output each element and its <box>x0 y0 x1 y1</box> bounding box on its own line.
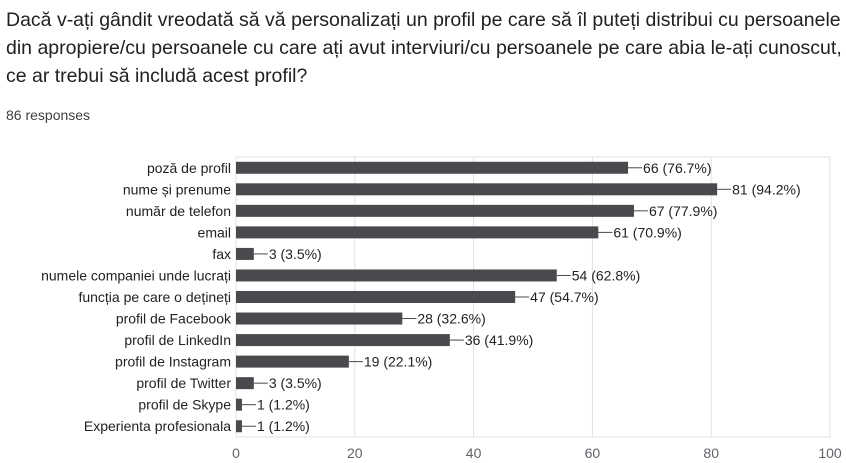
category-label: profil de Facebook <box>116 311 232 327</box>
bar <box>236 291 516 303</box>
x-tick-label: 100 <box>818 445 842 461</box>
data-label: 67 (77.9%) <box>649 203 717 219</box>
data-label: 81 (94.2%) <box>732 181 800 197</box>
category-label: profil de Twitter <box>136 375 231 391</box>
x-tick-label: 80 <box>703 445 719 461</box>
bar <box>236 183 718 196</box>
bar <box>236 312 403 325</box>
data-label: 47 (54.7%) <box>530 289 598 305</box>
x-tick-label: 0 <box>232 445 240 461</box>
x-tick-label: 20 <box>347 445 363 461</box>
category-label: profil de Skype <box>138 397 231 413</box>
bar <box>236 334 450 347</box>
x-tick-label: 60 <box>585 445 601 461</box>
question-title: Dacă v-ați gândit vreodată să vă persona… <box>6 9 842 87</box>
category-label: poză de profil <box>147 160 231 176</box>
response-count: 86 responses <box>6 107 91 123</box>
category-label: email <box>198 224 231 240</box>
category-label: profil de Instagram <box>115 354 231 370</box>
bar <box>236 355 349 368</box>
bar <box>236 420 242 433</box>
bar <box>236 377 254 390</box>
data-label: 28 (32.6%) <box>417 311 485 327</box>
data-label: 66 (76.7%) <box>643 160 711 176</box>
bar <box>236 247 254 260</box>
category-label: Experienta profesionala <box>84 418 231 434</box>
data-label: 3 (3.5%) <box>269 246 322 262</box>
category-label: numele companiei unde lucrați <box>41 267 231 283</box>
category-label: funcția pe care o dețineți <box>78 289 231 305</box>
data-label: 19 (22.1%) <box>364 354 432 370</box>
data-label: 3 (3.5%) <box>269 375 322 391</box>
data-label: 61 (70.9%) <box>613 224 681 240</box>
x-tick-label: 40 <box>466 445 482 461</box>
data-label: 36 (41.9%) <box>465 332 533 348</box>
bar <box>236 398 242 411</box>
data-label: 1 (1.2%) <box>257 397 310 413</box>
category-label: nume și prenume <box>123 181 231 197</box>
category-label: număr de telefon <box>126 203 231 219</box>
bar <box>236 226 599 239</box>
bar <box>236 204 634 217</box>
data-label: 54 (62.8%) <box>572 267 640 283</box>
category-label: profil de LinkedIn <box>124 332 231 348</box>
bar <box>236 269 557 282</box>
category-label: fax <box>212 246 231 262</box>
bar <box>236 161 629 174</box>
data-label: 1 (1.2%) <box>257 418 310 434</box>
